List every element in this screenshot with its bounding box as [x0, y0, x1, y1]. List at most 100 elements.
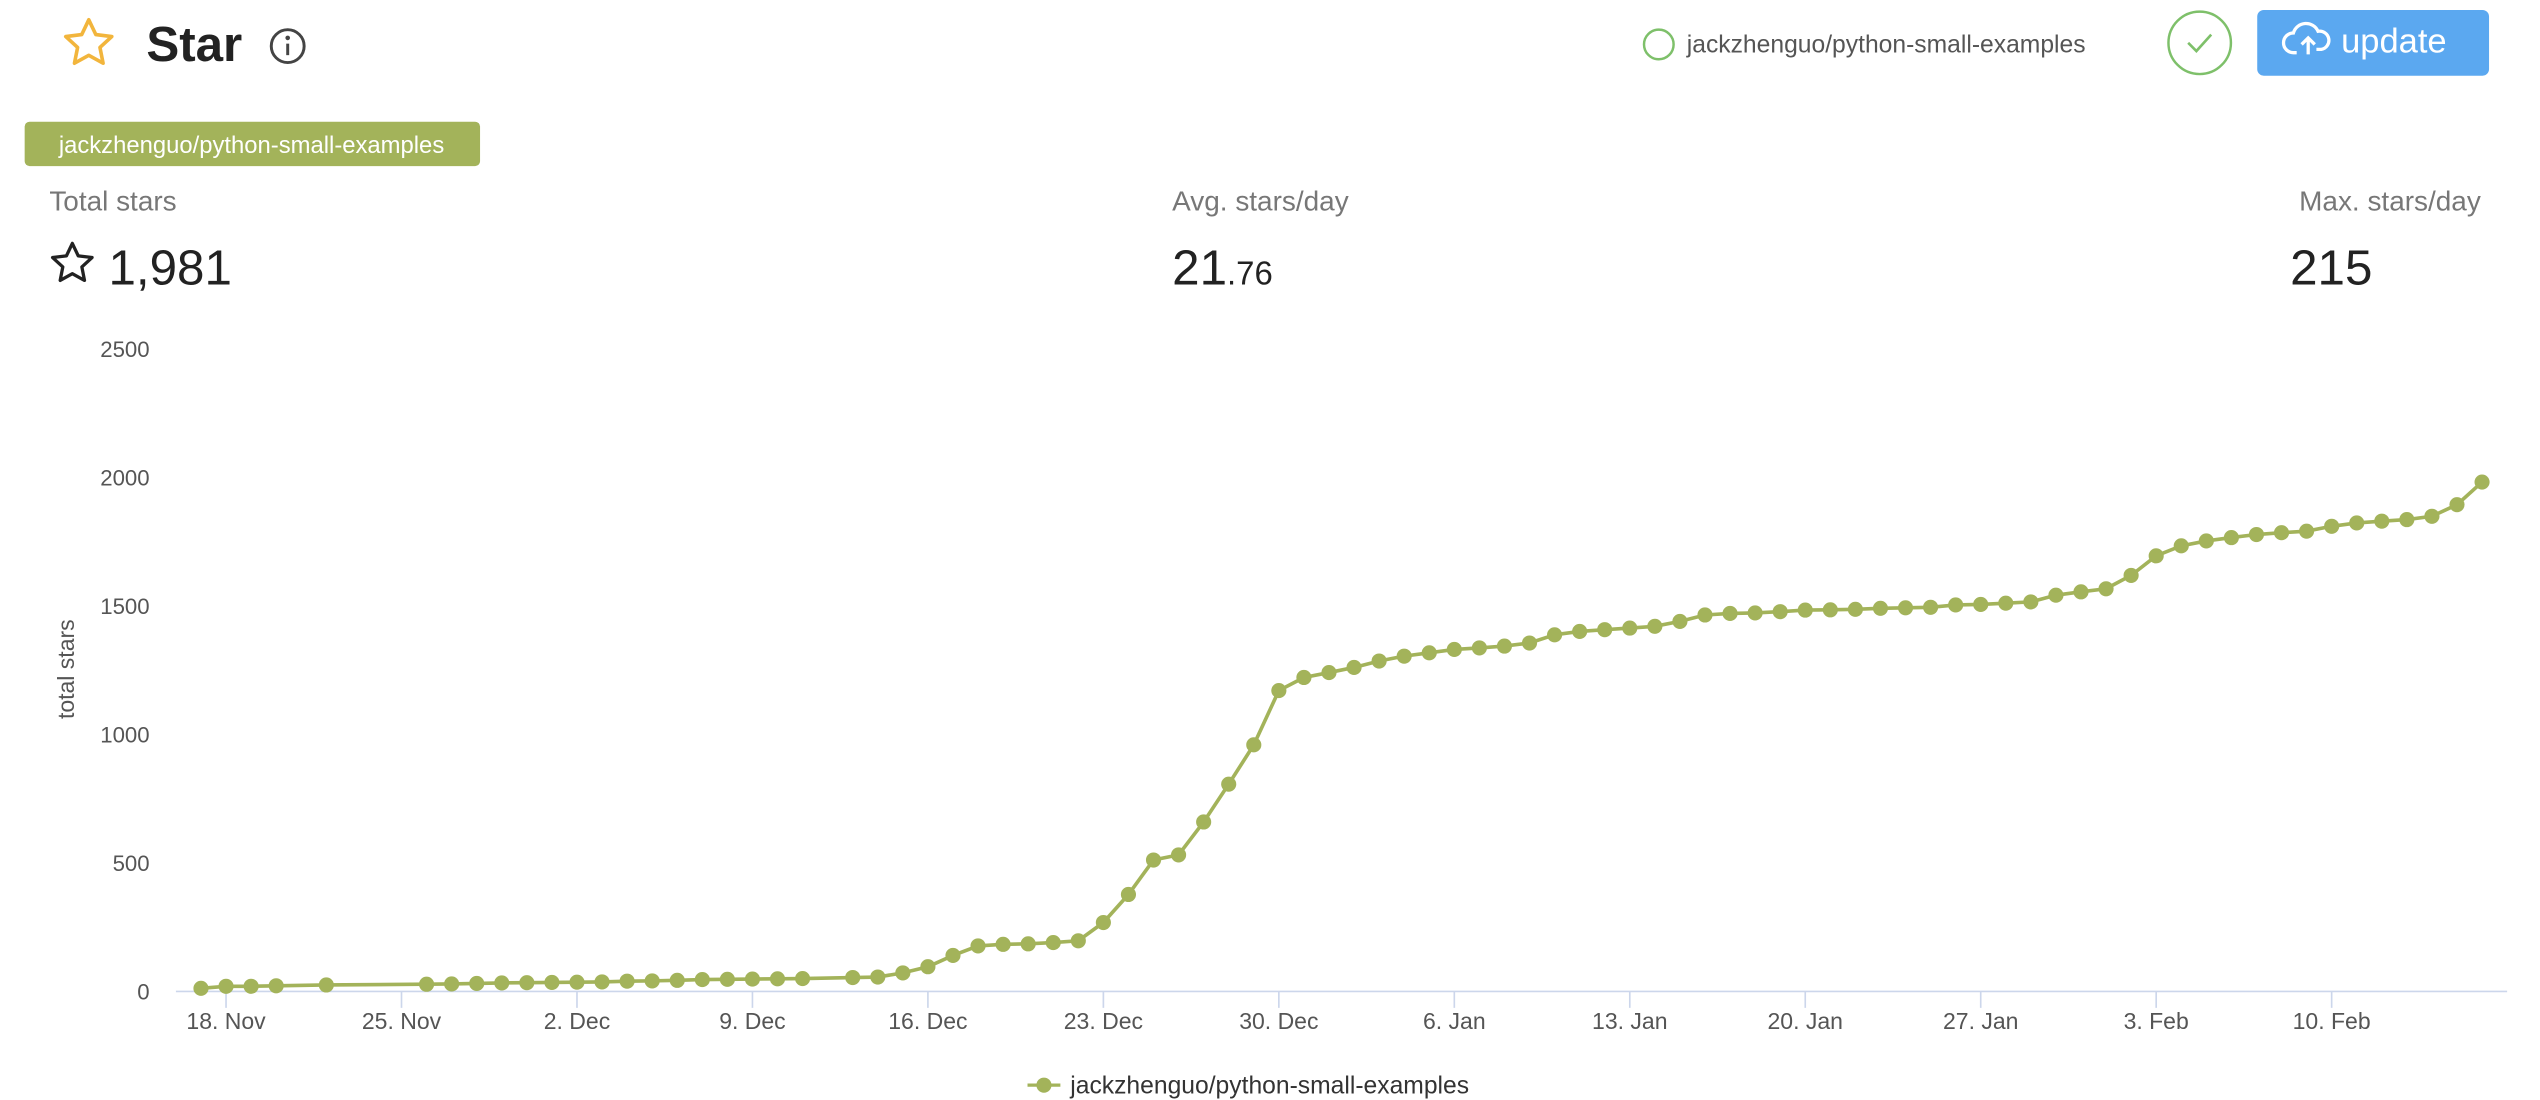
data-point	[1421, 645, 1437, 661]
data-point	[1145, 852, 1162, 868]
data-point	[1471, 640, 1487, 656]
repo-tag[interactable]: jackzhenguo/python-small-examples	[24, 121, 481, 167]
data-point	[2123, 567, 2139, 583]
y-axis-title: total stars	[53, 619, 79, 719]
data-point	[1246, 737, 1262, 753]
stat-label: Total stars	[49, 186, 176, 217]
x-tick-label: 18. Nov	[186, 1008, 266, 1034]
data-point	[2424, 508, 2440, 524]
data-point	[1120, 886, 1137, 903]
x-tick-label: 9. Dec	[719, 1008, 785, 1034]
x-tick-label: 2. Dec	[544, 1008, 610, 1034]
legend-item[interactable]: jackzhenguo/python-small-examples	[1027, 1072, 1470, 1099]
data-point	[1446, 641, 1462, 658]
confirm-button[interactable]	[2167, 10, 2233, 76]
data-point	[1822, 602, 1838, 618]
data-point	[1973, 596, 1989, 613]
data-point	[769, 971, 786, 987]
data-point	[2148, 548, 2164, 564]
data-point	[694, 972, 710, 988]
data-point	[494, 975, 510, 991]
data-point	[1196, 814, 1212, 830]
stat-value-fraction: .76	[1227, 254, 1273, 291]
data-point	[2324, 518, 2340, 534]
data-point	[218, 978, 234, 994]
repo-tag-label: jackzhenguo/python-small-examples	[58, 132, 445, 159]
data-point	[1020, 936, 1036, 952]
data-point	[1722, 605, 1738, 622]
data-point	[1371, 653, 1387, 669]
data-point	[1547, 627, 1563, 643]
data-point	[970, 938, 986, 954]
x-tick-label: 16. Dec	[888, 1008, 967, 1034]
data-point	[519, 975, 535, 991]
stat-value: 1,981	[109, 240, 232, 295]
data-point	[1597, 622, 1613, 638]
data-point	[2098, 581, 2114, 597]
info-icon[interactable]	[269, 28, 306, 65]
data-point	[419, 976, 435, 992]
data-point	[795, 970, 811, 987]
data-point	[1672, 613, 1688, 629]
data-point	[1296, 669, 1312, 686]
data-point	[1923, 599, 1939, 615]
data-point	[2073, 584, 2089, 600]
data-point	[1572, 623, 1588, 640]
data-point	[594, 974, 610, 990]
data-point	[1797, 602, 1813, 618]
data-point	[1045, 935, 1061, 951]
repo-option-label: jackzhenguo/python-small-examples	[1686, 32, 2086, 59]
x-tick-label: 3. Feb	[2124, 1008, 2189, 1034]
header: Star jackzhenguo/python-small-examples u…	[63, 9, 2490, 76]
stat-value: 21.76	[1172, 240, 1273, 295]
data-point	[1948, 597, 1964, 613]
repo-option[interactable]: jackzhenguo/python-small-examples	[1642, 28, 2086, 61]
data-point	[2474, 474, 2490, 490]
data-point	[2273, 525, 2290, 541]
data-point	[2449, 497, 2465, 513]
legend-label: jackzhenguo/python-small-examples	[1069, 1072, 1469, 1099]
data-point	[920, 959, 936, 975]
x-tick-label: 30. Dec	[1239, 1008, 1318, 1034]
stat-value-integer: 21	[1172, 240, 1227, 295]
data-point	[2198, 533, 2214, 549]
data-point	[1697, 607, 1713, 623]
data-point	[995, 936, 1011, 952]
chart: total stars 0 500 1000 1500 2000 2500 18. Nov 2…	[53, 337, 2508, 1099]
data-point	[318, 977, 334, 993]
legend-symbol	[1036, 1077, 1052, 1093]
x-tick-label: 10. Feb	[2293, 1008, 2371, 1034]
data-point	[1070, 933, 1086, 949]
stat-label: Max. stars/day	[2299, 186, 2481, 217]
data-point	[2374, 513, 2390, 529]
data-point	[1622, 620, 1638, 636]
x-tick-label: 13. Jan	[1592, 1008, 1667, 1034]
data-point	[945, 947, 961, 963]
data-point	[444, 976, 460, 992]
data-point	[744, 971, 761, 987]
data-point	[1271, 683, 1287, 699]
data-point	[2023, 594, 2039, 610]
data-point	[2248, 526, 2265, 543]
data-point	[268, 978, 284, 994]
data-point	[644, 973, 660, 989]
data-point	[2299, 523, 2315, 539]
update-label: update	[2341, 23, 2447, 61]
data-point	[1321, 665, 1337, 681]
total-star-icon	[50, 241, 94, 283]
x-tick-label: 20. Jan	[1768, 1008, 1843, 1034]
y-tick-label: 1000	[100, 723, 149, 748]
data-point	[1171, 847, 1187, 863]
data-point	[870, 969, 886, 985]
page-title: Star	[146, 17, 242, 72]
x-tick-label: 25. Nov	[362, 1008, 442, 1034]
data-point	[1872, 600, 1889, 616]
data-point	[1396, 648, 1412, 664]
data-point	[2048, 587, 2064, 603]
data-point	[845, 969, 861, 986]
star-icon	[63, 17, 114, 66]
data-point	[1747, 605, 1763, 621]
update-button[interactable]: update	[2257, 9, 2490, 76]
